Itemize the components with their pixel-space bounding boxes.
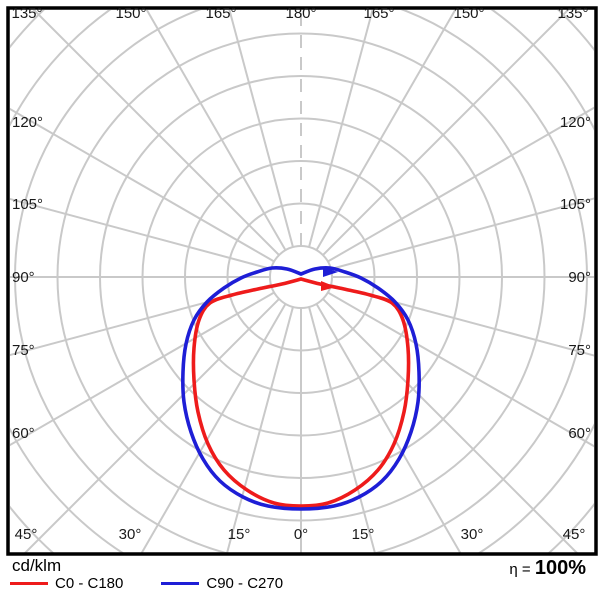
grid-spoke	[228, 10, 294, 248]
grid-spoke	[23, 298, 280, 553]
angle-label-bottom: 0°	[294, 526, 308, 543]
curve-c90-c270	[181, 266, 421, 511]
angle-label-left: 90°	[12, 269, 35, 286]
grid-spoke	[10, 107, 275, 263]
angle-label-bottom: 15°	[228, 526, 251, 543]
light-output-ratio: η = 100%	[509, 557, 586, 580]
angle-label-left: 105°	[12, 196, 43, 213]
angle-label-top: 165°	[205, 5, 236, 22]
grid-spoke	[32, 10, 280, 256]
direction-arrow-icon	[323, 267, 338, 277]
grid-spoke	[327, 291, 594, 448]
grid-spoke	[308, 306, 376, 553]
angle-label-left: 75°	[12, 342, 35, 359]
angle-label-top: 135°	[557, 5, 588, 22]
grid-spoke	[10, 197, 272, 270]
eta-symbol: η =	[509, 561, 535, 578]
unit-label: cd/klm	[12, 556, 62, 575]
angle-label-top: 180°	[285, 5, 316, 22]
legend-label-c0-c180: C0 - C180	[55, 575, 124, 592]
angle-label-top: 165°	[363, 5, 394, 22]
angle-label-bottom: 30°	[461, 526, 484, 543]
angle-label-top: 135°	[11, 5, 42, 22]
chart-frame	[6, 6, 598, 556]
angle-label-bottom: 45°	[563, 526, 586, 543]
grid-spoke	[145, 10, 287, 251]
angle-label-right: 60°	[568, 425, 591, 442]
c90-c270-line-swatch	[161, 582, 200, 585]
grid-spoke	[315, 10, 457, 251]
grid-spoke	[330, 197, 594, 270]
grid-spoke	[10, 291, 275, 447]
angle-label-bottom: 30°	[119, 526, 142, 543]
grid-spoke	[322, 298, 579, 553]
grid-spoke	[315, 303, 462, 553]
grid-spoke	[327, 106, 594, 263]
legend-item-c90-c270: C90 - C270	[161, 575, 283, 592]
grid-spoke	[140, 303, 287, 553]
angle-label-right: 120°	[560, 114, 591, 131]
grid-spoke	[308, 10, 374, 248]
angle-label-bottom: 45°	[15, 526, 38, 543]
angle-labels: 135° 150° 165° 180° 165° 150° 135° 45° 30° 15° 0° 1…	[11, 5, 591, 543]
c0-c180-line-swatch	[10, 582, 48, 585]
eta-value: 100%	[534, 557, 586, 579]
legend-label-c90-c270: C90 - C270	[206, 575, 284, 592]
legend: C0 - C180 C90 - C270	[10, 575, 283, 592]
legend-item-c0-c180: C0 - C180	[10, 575, 123, 592]
angle-label-right: 90°	[568, 269, 591, 286]
direction-arrow-icon	[321, 281, 336, 291]
angle-label-bottom: 15°	[352, 526, 375, 543]
angle-label-top: 150°	[453, 5, 484, 22]
intensity-curves	[181, 266, 421, 511]
grid-spoke	[226, 306, 294, 553]
angle-label-left: 60°	[12, 425, 35, 442]
curve-c0-c180	[191, 277, 411, 508]
grid-ring	[269, 245, 333, 309]
angle-label-top: 150°	[115, 5, 146, 22]
angle-label-right: 75°	[568, 342, 591, 359]
angle-label-right: 105°	[560, 196, 591, 213]
angle-label-left: 120°	[12, 114, 43, 131]
grid-spoke	[322, 10, 570, 256]
